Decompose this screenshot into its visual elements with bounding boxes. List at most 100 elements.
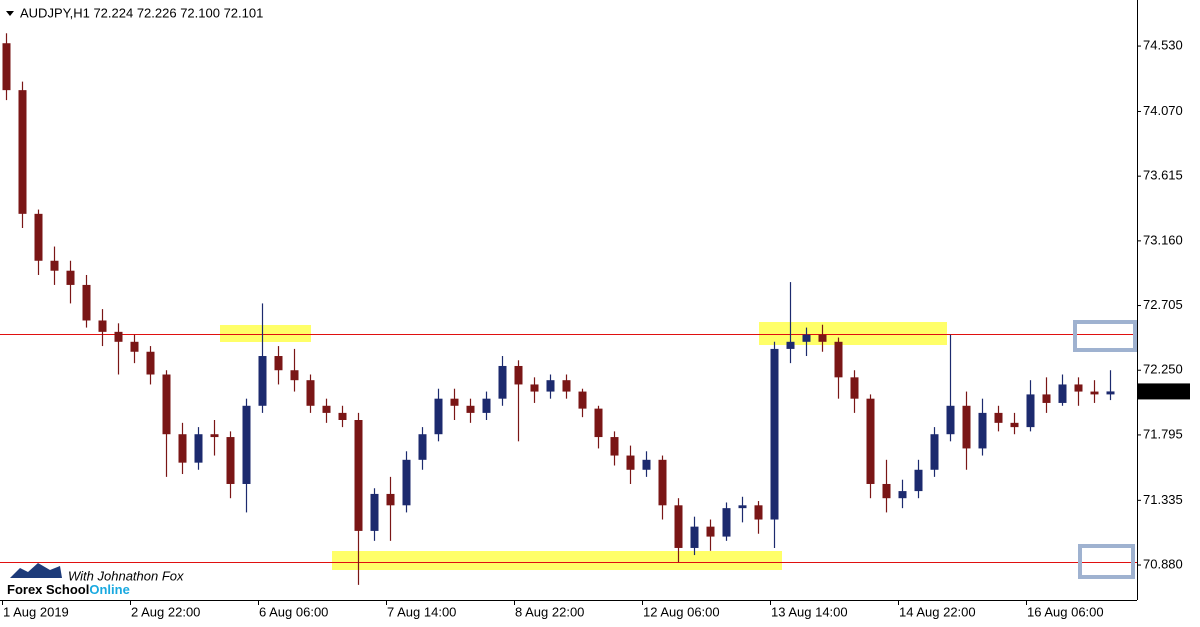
- candle-body: [1010, 422, 1019, 428]
- candle-body: [434, 398, 443, 435]
- candle-body: [178, 434, 187, 463]
- x-tick-label: 8 Aug 22:00: [515, 604, 584, 619]
- candle-body: [226, 437, 235, 484]
- candle-body: [114, 331, 123, 342]
- x-tick-label: 14 Aug 22:00: [899, 604, 976, 619]
- candle-body: [450, 398, 459, 406]
- candle-body: [994, 412, 1003, 423]
- candle-body: [626, 455, 635, 470]
- candle-body: [50, 260, 59, 271]
- logo-brand-accent: Online: [89, 582, 129, 597]
- candle-body: [914, 469, 923, 492]
- candle-body: [258, 356, 267, 406]
- y-tick-label: 72.705: [1143, 297, 1183, 312]
- candle-body: [162, 374, 171, 435]
- candle-body: [1074, 384, 1083, 392]
- candle-body: [1042, 394, 1051, 403]
- logo: With Johnathon Fox Forex SchoolOnline: [7, 563, 184, 597]
- candle-body: [786, 341, 795, 349]
- resistance-zone: [759, 322, 947, 345]
- logo-brand-text: Forex School: [7, 582, 89, 597]
- candle-body: [306, 380, 315, 406]
- y-tick-label: 72.250: [1143, 362, 1183, 377]
- y-tick-label: 74.070: [1143, 103, 1183, 118]
- candle-body: [514, 365, 523, 385]
- last-price-label: 72.101: [1142, 384, 1182, 399]
- chart-header: AUDJPY,H1 72.224 72.226 72.100 72.101: [20, 5, 263, 20]
- candle-body: [98, 320, 107, 332]
- candle-body: [498, 365, 507, 399]
- candle-body: [738, 505, 747, 509]
- candle-body: [722, 508, 731, 537]
- candle-body: [1026, 394, 1035, 428]
- candle-body: [578, 391, 587, 409]
- candle-body: [242, 405, 251, 484]
- candle-body: [66, 270, 75, 285]
- candle-body: [2, 43, 11, 91]
- candle-body: [818, 334, 827, 342]
- x-tick-label: 12 Aug 06:00: [643, 604, 720, 619]
- y-tick-label: 73.160: [1143, 232, 1183, 247]
- candle-body: [1058, 384, 1067, 403]
- last-price-box: [1138, 383, 1190, 400]
- y-tick-label: 71.795: [1143, 426, 1183, 441]
- candle-body: [642, 459, 651, 470]
- candle-body: [594, 408, 603, 438]
- candle-body: [690, 526, 699, 548]
- candle-body: [290, 370, 299, 381]
- candle-body: [562, 380, 571, 392]
- candle-body: [930, 434, 939, 470]
- candle-body: [770, 348, 779, 520]
- candle-body: [466, 405, 475, 413]
- candle-body: [706, 526, 715, 537]
- candle-body: [978, 412, 987, 449]
- candle-body: [386, 493, 395, 506]
- candle-body: [962, 405, 971, 449]
- highlight-box: [1078, 544, 1135, 579]
- candle-body: [338, 412, 347, 420]
- y-tick-label: 73.615: [1143, 168, 1183, 183]
- candle-body: [754, 505, 763, 520]
- menu-arrow: [6, 11, 14, 16]
- candle-body: [898, 491, 907, 499]
- candle-body: [210, 434, 219, 438]
- candle-body: [802, 334, 811, 342]
- candle-body: [546, 380, 555, 392]
- logo-icon: [10, 563, 62, 578]
- x-tick-label: 13 Aug 14:00: [771, 604, 848, 619]
- candle-body: [18, 90, 27, 214]
- y-tick-label: 71.335: [1143, 492, 1183, 507]
- x-tick-label: 1 Aug 2019: [3, 604, 69, 619]
- candle-body: [274, 356, 283, 371]
- y-tick-label: 70.880: [1143, 556, 1183, 571]
- candle-body: [34, 213, 43, 261]
- candle-body: [322, 405, 331, 413]
- candle-body: [674, 505, 683, 548]
- candle-body: [370, 493, 379, 531]
- x-tick-label: 6 Aug 06:00: [259, 604, 328, 619]
- x-tick-label: 2 Aug 22:00: [131, 604, 200, 619]
- candle-body: [146, 351, 155, 375]
- candle-body: [130, 341, 139, 352]
- resistance-zone: [220, 325, 311, 342]
- candle-body: [194, 434, 203, 463]
- x-tick-label: 7 Aug 14:00: [387, 604, 456, 619]
- candle-body: [658, 459, 667, 506]
- candle-body: [530, 384, 539, 392]
- candle-body: [482, 398, 491, 413]
- x-tick-label: 16 Aug 06:00: [1027, 604, 1104, 619]
- candle-body: [946, 405, 955, 435]
- plot-area: [0, 33, 1137, 585]
- candle-body: [418, 434, 427, 460]
- candle-body: [354, 420, 363, 531]
- candle-body: [1106, 391, 1115, 395]
- highlight-box: [1073, 320, 1137, 352]
- candle-body: [866, 398, 875, 484]
- candle-body: [402, 459, 411, 506]
- logo-brand: Forex SchoolOnline: [7, 582, 130, 597]
- logo-tagline: With Johnathon Fox: [68, 568, 184, 583]
- y-tick-label: 74.530: [1143, 38, 1183, 53]
- candle-body: [834, 341, 843, 378]
